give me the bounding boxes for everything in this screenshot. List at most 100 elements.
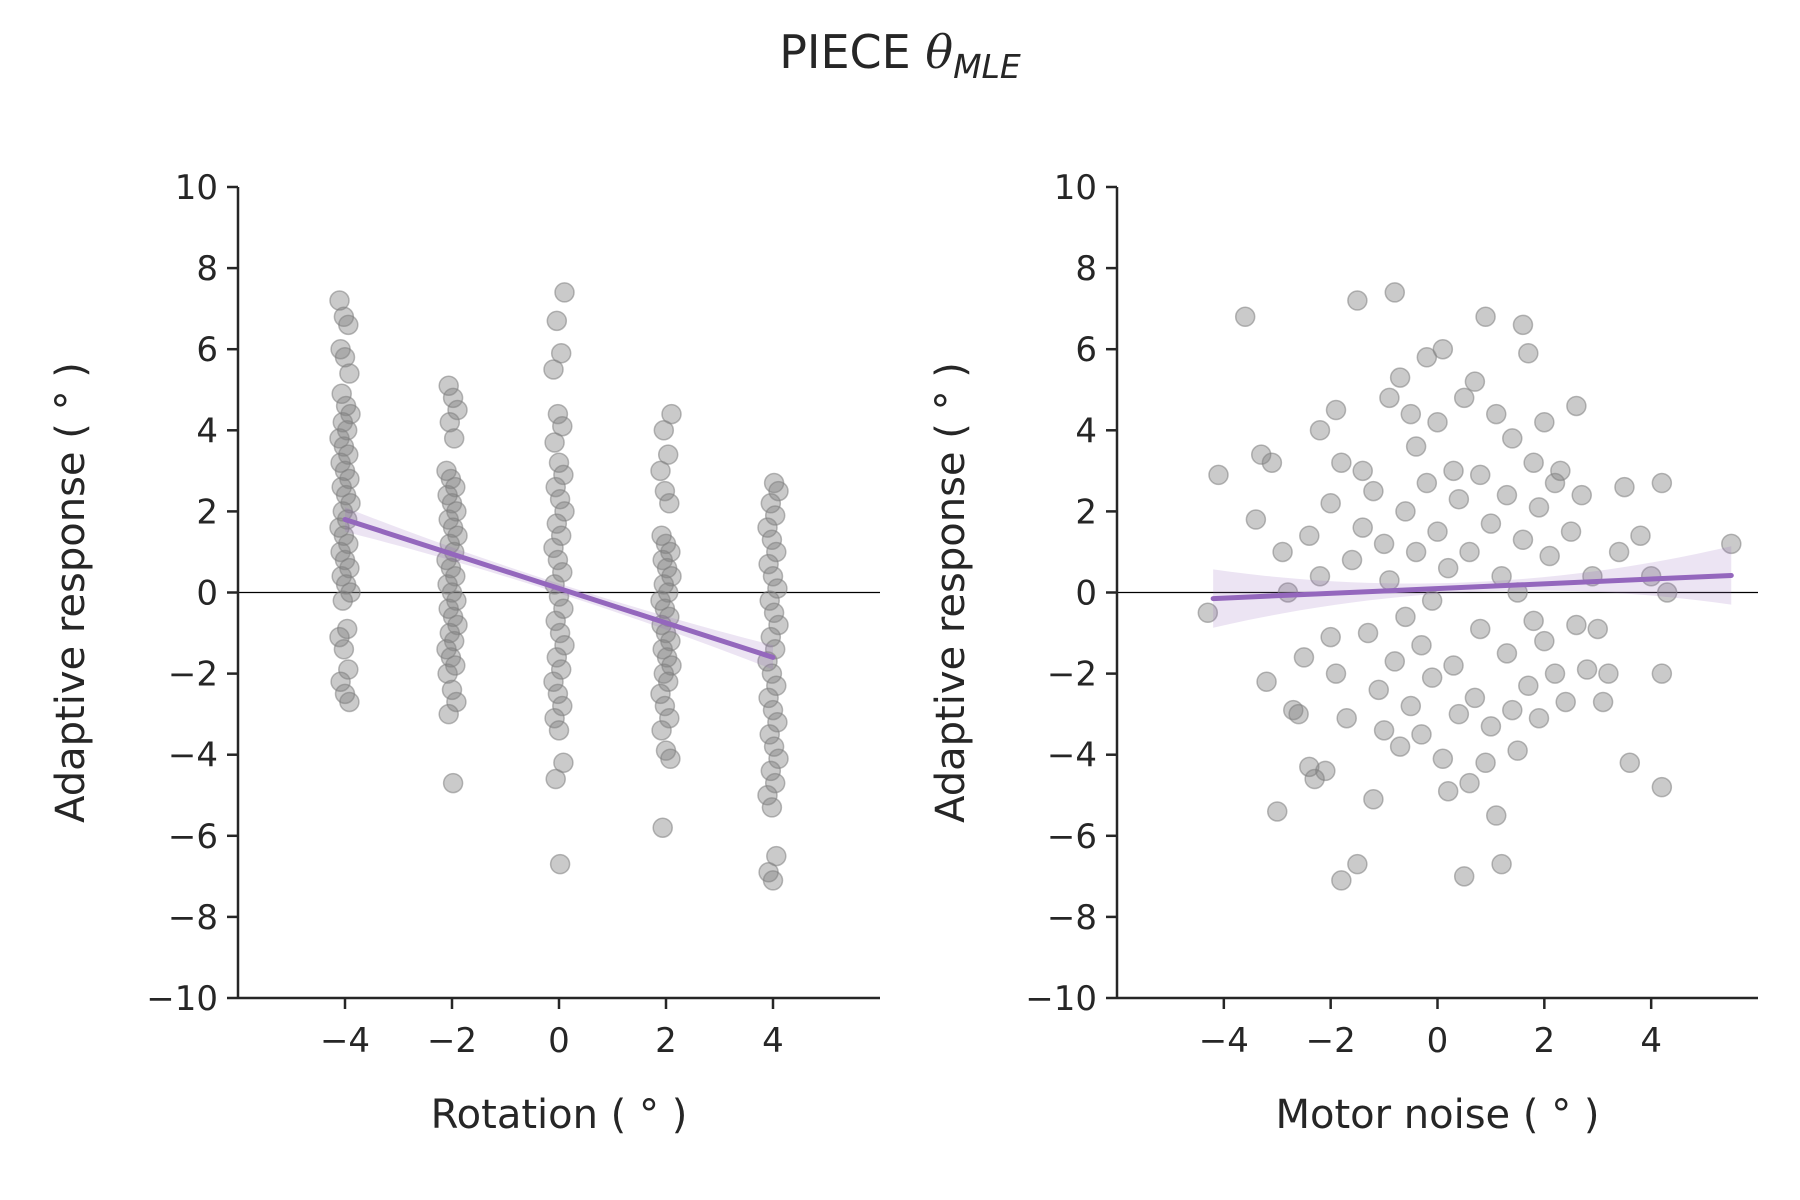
data-point bbox=[1560, 521, 1582, 542]
data-point bbox=[1544, 472, 1566, 494]
data-point bbox=[1416, 347, 1438, 368]
data-point bbox=[1651, 472, 1673, 494]
data-point bbox=[760, 760, 782, 782]
data-point bbox=[1480, 513, 1502, 534]
data-point bbox=[553, 598, 574, 619]
data-point bbox=[1566, 395, 1587, 417]
data-point bbox=[1486, 805, 1507, 826]
data-point bbox=[1432, 338, 1454, 360]
data-point bbox=[1347, 290, 1368, 311]
data-point bbox=[336, 420, 358, 441]
regression-line bbox=[342, 517, 776, 660]
data-point bbox=[1331, 452, 1352, 473]
data-point bbox=[338, 533, 359, 555]
data-point bbox=[549, 622, 571, 644]
x-tick-label: 0 bbox=[548, 1021, 570, 1061]
data-point bbox=[1528, 707, 1550, 729]
data-point bbox=[657, 671, 679, 692]
x-axis-label: Rotation ( ° ) bbox=[431, 1092, 688, 1138]
y-tick-label: −10 bbox=[146, 979, 218, 1019]
data-point bbox=[1299, 756, 1320, 778]
data-point bbox=[445, 566, 466, 587]
x-tick-label: 4 bbox=[1640, 1021, 1662, 1061]
data-point bbox=[339, 691, 360, 713]
data-point bbox=[1304, 768, 1325, 790]
y-tick-label: 8 bbox=[196, 249, 218, 289]
regression-line bbox=[1210, 572, 1734, 602]
data-point bbox=[660, 541, 681, 563]
data-point bbox=[1368, 679, 1389, 701]
x-tick-label: −2 bbox=[427, 1021, 477, 1061]
x-tick-label: 2 bbox=[655, 1021, 677, 1061]
data-point bbox=[552, 561, 573, 583]
y-tick-label: 0 bbox=[196, 574, 218, 614]
data-point bbox=[329, 290, 350, 311]
data-point bbox=[438, 703, 459, 725]
data-point bbox=[1352, 517, 1373, 538]
data-point bbox=[554, 634, 575, 656]
data-point bbox=[1395, 606, 1416, 628]
data-point bbox=[546, 513, 568, 534]
y-tick-label: 4 bbox=[196, 411, 218, 451]
data-point bbox=[1614, 476, 1635, 498]
x-tick-label: 4 bbox=[762, 1021, 784, 1061]
data-point bbox=[768, 748, 789, 770]
data-point bbox=[340, 403, 361, 425]
data-point bbox=[660, 748, 681, 770]
y-tick-label: −2 bbox=[1047, 655, 1097, 695]
data-point bbox=[1245, 509, 1267, 530]
data-point bbox=[768, 480, 789, 502]
data-point bbox=[1395, 501, 1416, 522]
data-point bbox=[761, 663, 783, 684]
data-point bbox=[661, 566, 682, 587]
data-point bbox=[543, 359, 564, 380]
data-point bbox=[1373, 720, 1395, 741]
y-tick-label: −4 bbox=[1047, 736, 1097, 776]
y-axis-label: Adaptive response ( ° ) bbox=[928, 362, 974, 823]
data-point bbox=[760, 493, 782, 514]
y-tick-label: −6 bbox=[1047, 817, 1097, 857]
data-point bbox=[1331, 870, 1352, 891]
data-point bbox=[767, 712, 788, 733]
data-point bbox=[437, 663, 458, 684]
data-point bbox=[1363, 480, 1384, 502]
y-tick-label: 8 bbox=[1075, 249, 1097, 289]
y-tick-label: 6 bbox=[1075, 330, 1097, 370]
data-point bbox=[1491, 853, 1512, 875]
data-point bbox=[654, 695, 676, 717]
data-point bbox=[445, 655, 466, 676]
data-point bbox=[1309, 420, 1331, 441]
data-point bbox=[546, 310, 568, 332]
data-point bbox=[763, 602, 785, 624]
data-point bbox=[550, 659, 572, 680]
data-point bbox=[1469, 618, 1491, 640]
data-point bbox=[339, 468, 360, 490]
data-point bbox=[757, 517, 778, 538]
data-point bbox=[1534, 630, 1555, 652]
data-point bbox=[329, 626, 350, 648]
data-point bbox=[659, 707, 680, 729]
data-point bbox=[547, 683, 569, 705]
data-point bbox=[1363, 789, 1384, 810]
data-point bbox=[651, 720, 672, 741]
data-point bbox=[653, 420, 675, 441]
data-point bbox=[1261, 452, 1283, 473]
data-point bbox=[438, 375, 459, 396]
x-axis-label: Motor noise ( ° ) bbox=[1275, 1092, 1599, 1138]
data-point bbox=[1443, 655, 1464, 676]
data-point bbox=[1518, 675, 1539, 697]
rotation-panel: 10 8 6 4 2 0 −2 −4 −6 −8 −10 −4 −2 0 2 4 Rotation ( ° ) A… bbox=[48, 168, 880, 1138]
data-point bbox=[1496, 643, 1518, 664]
data-point bbox=[1496, 484, 1518, 506]
data-point bbox=[1341, 549, 1363, 571]
data-point bbox=[1507, 740, 1528, 761]
data-point bbox=[1347, 853, 1368, 875]
title-subscript: MLE bbox=[953, 47, 1021, 86]
data-point bbox=[768, 614, 789, 636]
data-point bbox=[1651, 663, 1673, 684]
data-point bbox=[1576, 659, 1598, 680]
data-point bbox=[333, 639, 355, 660]
data-point bbox=[1619, 752, 1641, 774]
data-point bbox=[1325, 663, 1347, 684]
data-point bbox=[446, 590, 467, 611]
